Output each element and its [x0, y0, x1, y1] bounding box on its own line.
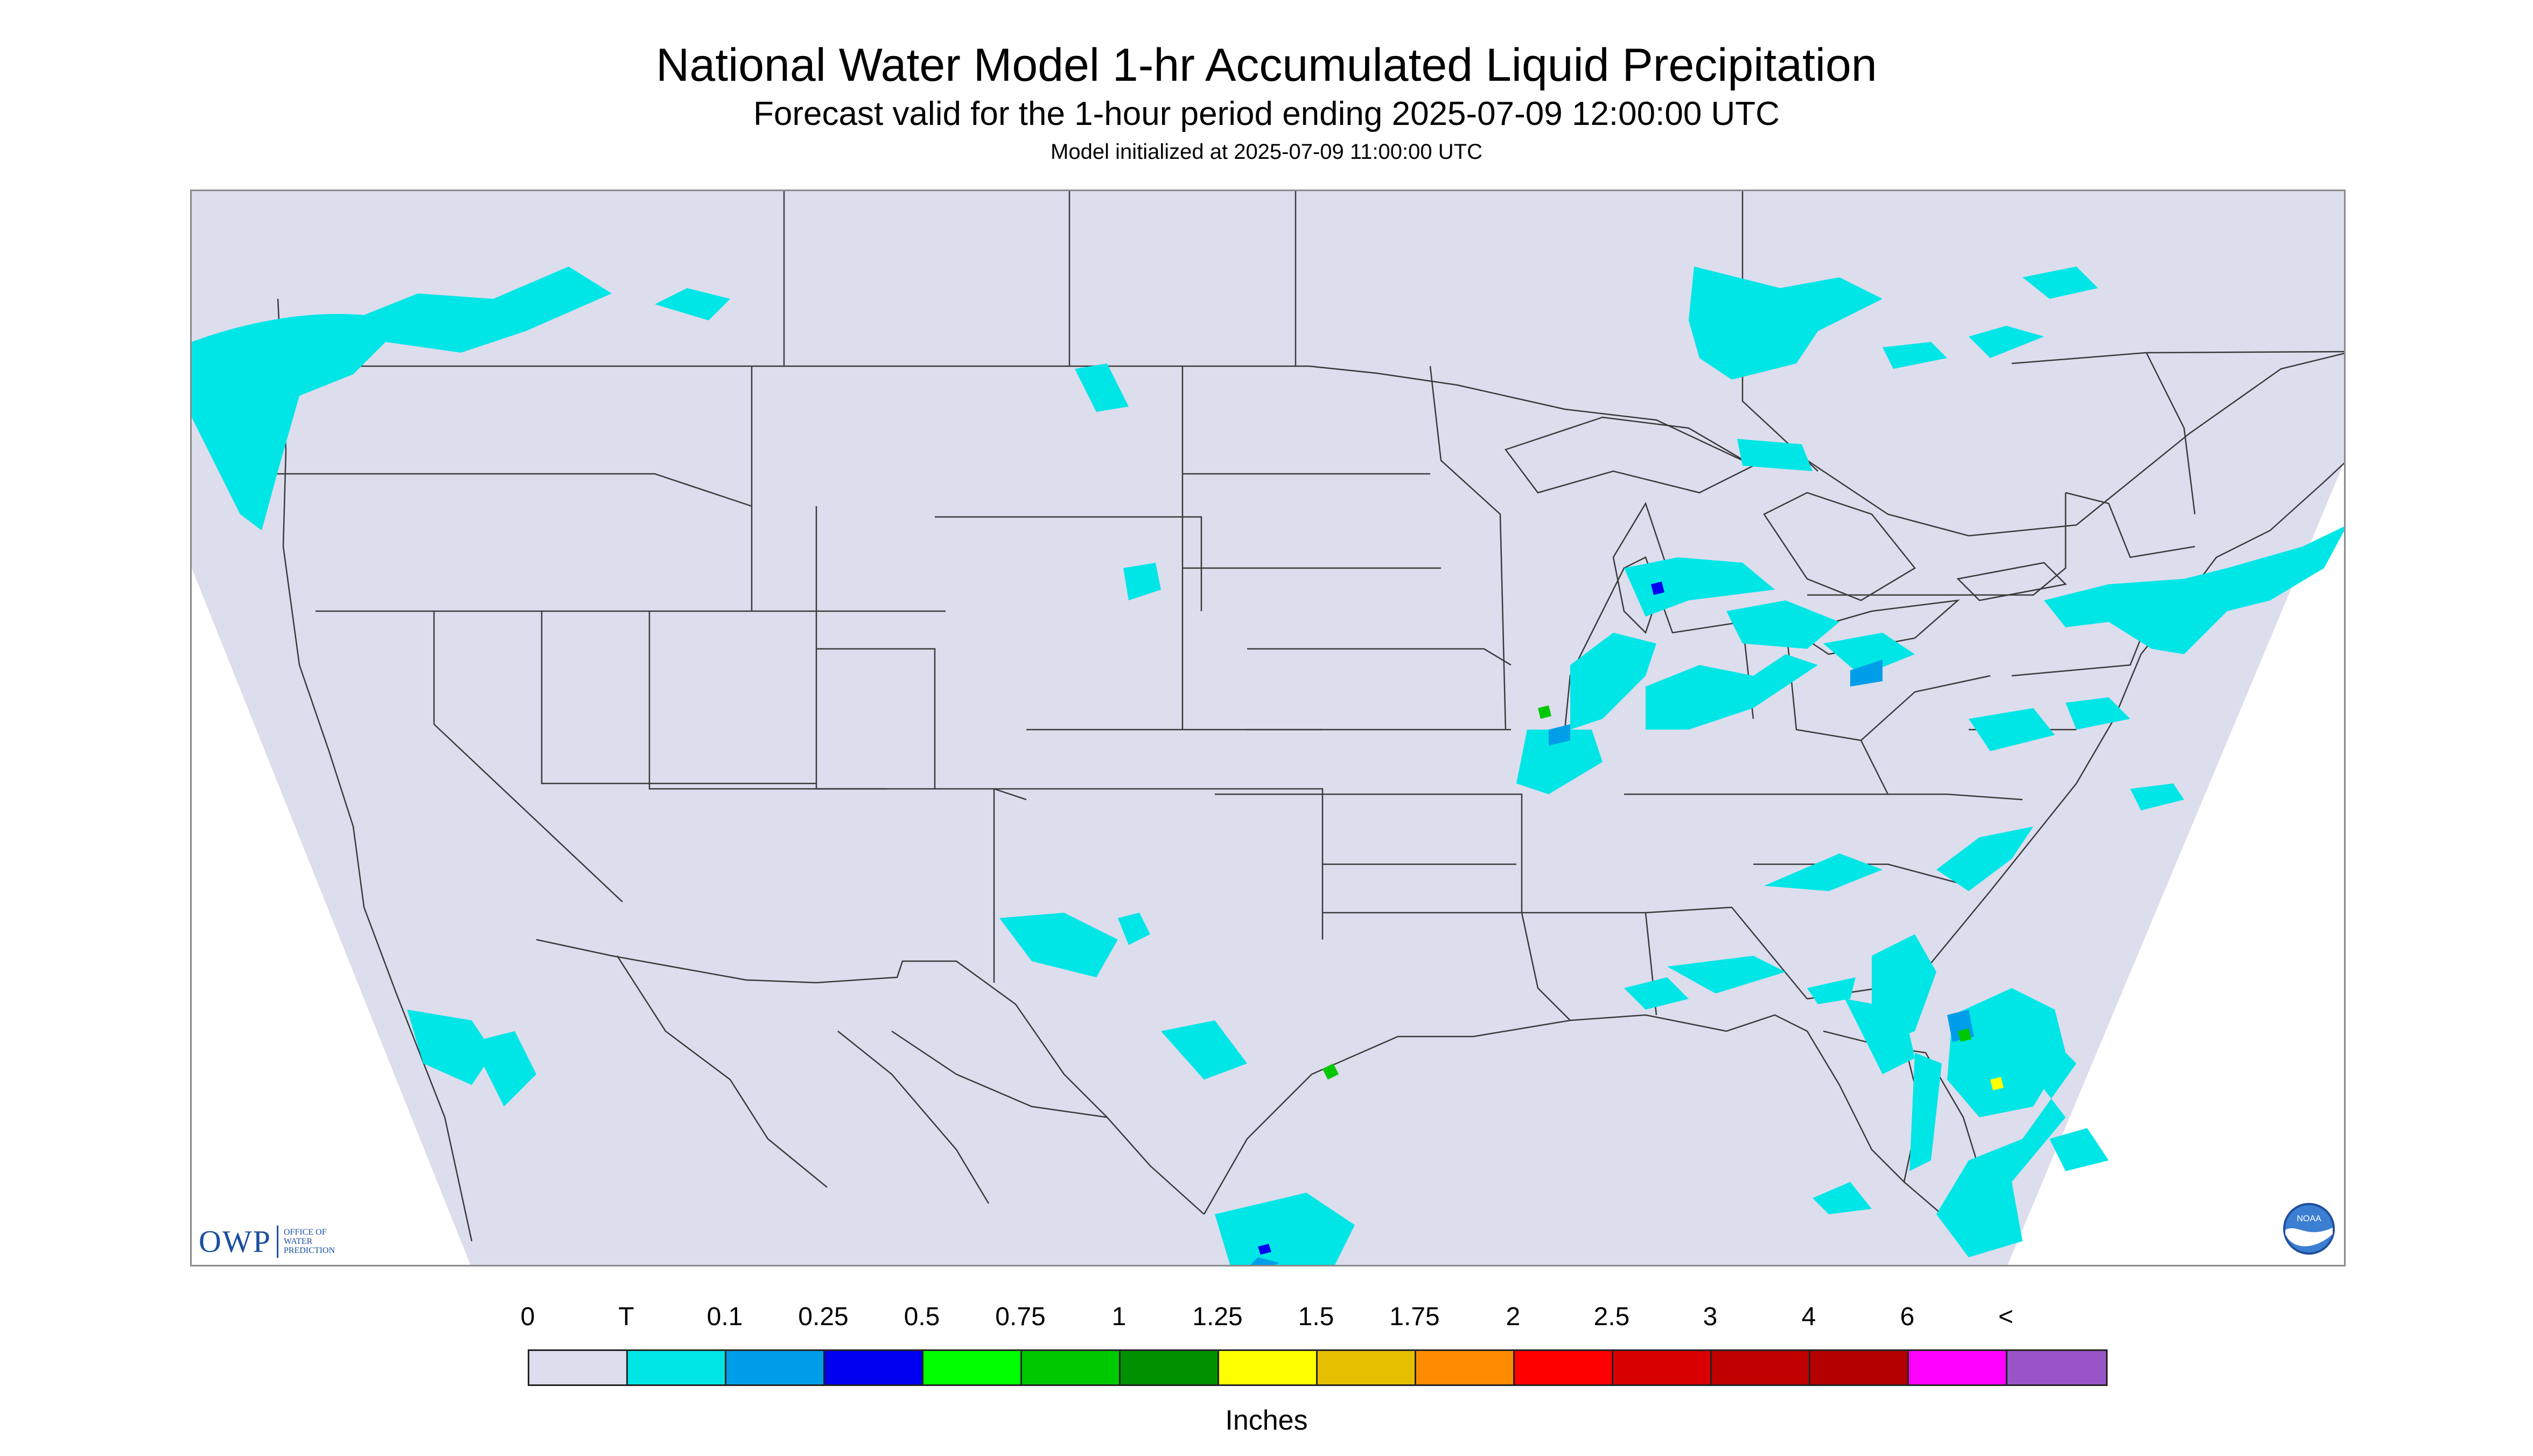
legend-swatch — [1613, 1351, 1712, 1384]
legend-tick-label: 1.75 — [1389, 1303, 1440, 1331]
legend-tick-label: 3 — [1703, 1303, 1718, 1331]
noaa-logo-icon: NOAA — [2283, 1203, 2335, 1255]
legend-tick-label: T — [618, 1303, 634, 1331]
svg-text:NOAA: NOAA — [2297, 1214, 2321, 1223]
legend-swatch — [1810, 1351, 1909, 1384]
legend-tick-label: 6 — [1900, 1303, 1915, 1331]
owp-divider — [276, 1225, 278, 1258]
legend-swatch — [529, 1351, 628, 1384]
owp-line-2: WATER — [283, 1237, 313, 1246]
legend-tick-label: 0.75 — [995, 1303, 1046, 1331]
owp-line-1: OFFICE OF — [283, 1228, 327, 1237]
precipitation-areas — [192, 267, 2344, 1265]
owp-logo: OWP OFFICE OF WATER PREDICTION — [199, 1223, 335, 1259]
legend-tick-label: 1 — [1111, 1303, 1126, 1331]
outside-domain-left — [192, 568, 471, 1265]
map-canvas — [192, 191, 2344, 1265]
precipitation-map — [190, 190, 2346, 1266]
legend-tick-label: 1.25 — [1192, 1303, 1243, 1331]
outside-domain-right — [2007, 463, 2344, 1265]
legend-tick-label: 0 — [520, 1303, 535, 1331]
legend-swatch — [1121, 1351, 1219, 1384]
legend-tick-label: < — [1998, 1303, 2014, 1331]
legend-swatch — [628, 1351, 726, 1384]
legend-swatch — [1712, 1351, 1810, 1384]
legend-units: Inches — [1225, 1405, 1308, 1436]
legend-swatch — [1219, 1351, 1318, 1384]
legend-swatch — [1416, 1351, 1515, 1384]
legend-swatch — [825, 1351, 923, 1384]
owp-subtitle: OFFICE OF WATER PREDICTION — [284, 1228, 335, 1255]
legend-swatch — [726, 1351, 825, 1384]
model-init-text: Model initialized at 2025-07-09 11:00:00… — [1051, 140, 1482, 164]
chart-subtitle: Forecast valid for the 1-hour period end… — [753, 95, 1780, 132]
legend-swatch — [1318, 1351, 1416, 1384]
legend-tick-label: 0.5 — [904, 1303, 940, 1331]
legend-swatch — [2007, 1351, 2106, 1384]
legend-labels: 0 T 0.1 0.25 0.5 0.75 1 1.25 1.5 1.75 2 2.5 3 4 6 < — [0, 1302, 2533, 1334]
legend-tick-label: 0.25 — [798, 1303, 849, 1331]
legend-tick-label: 1.5 — [1298, 1303, 1334, 1331]
legend-tick-label: 4 — [1801, 1303, 1816, 1331]
legend-tick-label: 2.5 — [1593, 1303, 1630, 1331]
owp-letters: OWP — [199, 1224, 271, 1259]
chart-title: National Water Model 1-hr Accumulated Li… — [656, 39, 1877, 91]
legend-swatch — [1909, 1351, 2007, 1384]
legend-colorbar — [528, 1349, 2108, 1386]
owp-line-3: PREDICTION — [283, 1246, 335, 1255]
legend-tick-label: 0.1 — [706, 1303, 743, 1331]
legend-swatch — [923, 1351, 1022, 1384]
legend-swatch — [1515, 1351, 1613, 1384]
legend-swatch — [1022, 1351, 1121, 1384]
legend-tick-label: 2 — [1506, 1303, 1521, 1331]
